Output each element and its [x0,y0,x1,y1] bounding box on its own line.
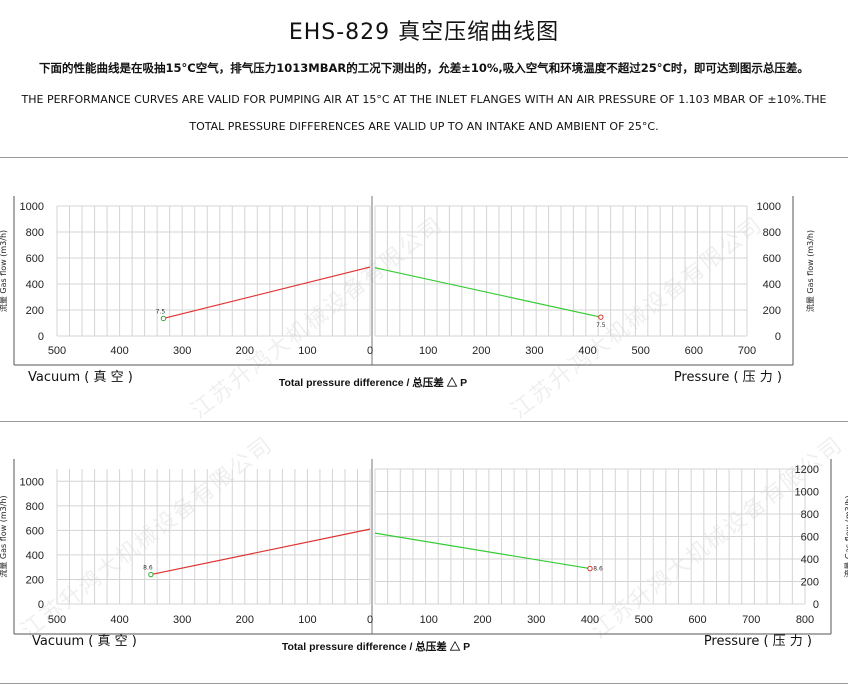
pressure-y-tick-label: 200 [801,577,819,589]
vacuum-x-tick-label: 0 [367,345,373,357]
english-test-conditions: THE PERFORMANCE CURVES ARE VALID FOR PUM… [21,93,827,133]
pressure-x-tick-label: 500 [635,614,653,626]
vacuum-x-tick-label: 200 [236,614,254,626]
pressure-x-tick-label: 700 [738,345,756,357]
pressure-side-label: Pressure ( 压 力 ) [674,370,782,385]
pressure-x-tick-label: 600 [685,345,703,357]
vacuum-y-tick-label: 0 [38,599,44,611]
pressure-curve [374,267,601,318]
vacuum-y-tick-label: 400 [26,279,44,291]
pressure-x-tick-label: 300 [525,345,543,357]
vacuum-curve [163,266,371,320]
vacuum-x-tick-label: 100 [298,345,316,357]
page-title: EHS-829 真空压缩曲线图 [288,20,560,45]
vacuum-y-tick-label: 200 [26,305,44,317]
pressure-y-tick-label: 600 [801,532,819,544]
pressure-y-tick-label: 200 [763,305,781,317]
vacuum-y-tick-label: 800 [26,501,44,513]
pressure-x-tick-label: 200 [472,345,490,357]
pressure-x-tick-label: 200 [473,614,491,626]
pressure-x-tick-label: 400 [578,345,596,357]
pressure-x-tick-label: 400 [581,614,599,626]
right-y-axis-label: 流量 Gas flow (m3/h) [843,495,848,577]
vacuum-point-label: 7.5 [156,308,166,315]
pressure-x-tick-label: 600 [688,614,706,626]
vacuum-end-point [160,315,167,322]
performance-chart-2: 0200400600800100002004006008001000120050… [0,459,848,653]
pressure-point-label: 8.6 [593,566,603,573]
vacuum-y-tick-label: 800 [26,227,44,239]
divider-top [0,157,848,158]
vacuum-y-tick-label: 400 [26,550,44,562]
vacuum-x-tick-label: 0 [367,614,373,626]
vacuum-y-tick-label: 200 [26,574,44,586]
pressure-y-tick-label: 1000 [795,487,819,499]
pressure-end-point [587,565,593,572]
pressure-y-tick-label: 400 [801,554,819,566]
pressure-x-tick-label: 700 [742,614,760,626]
x-axis-title: Total pressure difference / 总压差 △ P [282,640,470,653]
pressure-x-tick-label: 300 [527,614,545,626]
pressure-y-tick-label: 800 [763,227,781,239]
vacuum-x-tick-label: 400 [110,345,128,357]
pressure-y-tick-label: 400 [763,279,781,291]
chinese-test-conditions: 下面的性能曲线是在吸抽15°C空气，排气压力1013MBAR的工况下测出的，允差… [39,61,809,75]
vacuum-x-tick-label: 300 [173,614,191,626]
pressure-curve [374,532,591,570]
pressure-y-tick-label: 0 [775,331,781,343]
right-y-axis-label: 流量 Gas flow (m3/h) [805,230,815,312]
vacuum-y-tick-label: 0 [38,331,44,343]
pressure-y-tick-label: 1000 [757,201,781,213]
pressure-x-tick-label: 100 [419,345,437,357]
vacuum-y-tick-label: 1000 [20,201,44,213]
pressure-x-tick-label: 500 [632,345,650,357]
pressure-side-label: Pressure ( 压 力 ) [704,634,812,649]
vacuum-curve [150,528,371,576]
vacuum-x-tick-label: 500 [48,345,66,357]
x-axis-title: Total pressure difference / 总压差 △ P [279,376,467,389]
pressure-y-tick-label: 600 [763,253,781,265]
vacuum-side-label: Vacuum ( 真 空 ) [28,370,133,385]
left-y-axis-label: 流量 Gas flow (m3/h) [0,230,8,312]
vacuum-x-tick-label: 400 [110,614,128,626]
vacuum-y-tick-label: 1000 [20,476,44,488]
vacuum-x-tick-label: 200 [236,345,254,357]
pressure-x-tick-label: 800 [796,614,814,626]
vacuum-x-tick-label: 100 [298,614,316,626]
divider-middle [0,421,848,422]
vacuum-side-label: Vacuum ( 真 空 ) [32,634,137,649]
pressure-x-tick-label: 100 [420,614,438,626]
pressure-point-label: 7.5 [596,322,606,329]
vacuum-y-tick-label: 600 [26,525,44,537]
pressure-y-tick-label: 1200 [795,464,819,476]
pressure-y-tick-label: 0 [813,599,819,611]
vacuum-y-tick-label: 600 [26,253,44,265]
left-y-axis-label: 流量 Gas flow (m3/h) [0,495,8,577]
vacuum-x-tick-label: 500 [48,614,66,626]
vacuum-end-point [148,571,154,578]
pressure-y-tick-label: 800 [801,509,819,521]
divider-bottom [0,683,848,684]
vacuum-point-label: 8.6 [143,565,153,572]
vacuum-x-tick-label: 300 [173,345,191,357]
pressure-end-point [598,314,604,320]
